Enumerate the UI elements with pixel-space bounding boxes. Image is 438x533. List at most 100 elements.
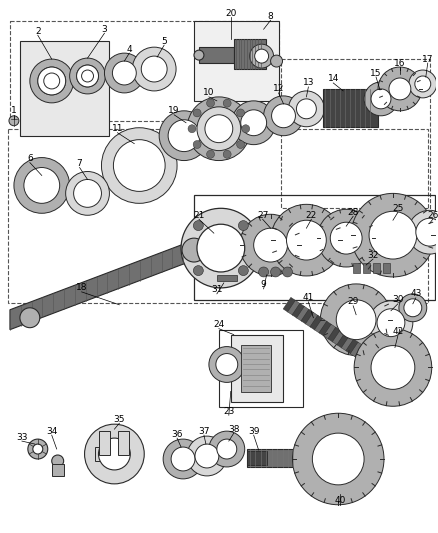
Text: 40: 40: [335, 496, 346, 505]
Circle shape: [354, 329, 432, 406]
Bar: [319, 321, 332, 336]
Text: 12: 12: [273, 84, 284, 93]
Circle shape: [318, 209, 375, 267]
Circle shape: [377, 309, 405, 337]
Circle shape: [207, 150, 215, 158]
Text: 22: 22: [306, 211, 317, 220]
Circle shape: [44, 73, 60, 89]
Circle shape: [197, 224, 245, 272]
Bar: [297, 306, 309, 321]
Circle shape: [369, 301, 413, 345]
Circle shape: [194, 50, 204, 60]
Circle shape: [52, 455, 64, 467]
Bar: [341, 336, 354, 351]
Circle shape: [104, 53, 144, 93]
Bar: [52, 464, 64, 476]
Circle shape: [378, 67, 422, 111]
Circle shape: [24, 167, 60, 203]
Text: 27: 27: [257, 211, 268, 220]
Text: 41: 41: [303, 293, 314, 302]
Text: 42: 42: [392, 327, 403, 336]
Circle shape: [113, 61, 136, 85]
Text: 3: 3: [102, 25, 107, 34]
Bar: [346, 339, 358, 354]
Circle shape: [232, 101, 276, 144]
Circle shape: [283, 267, 293, 277]
Text: 17: 17: [422, 54, 434, 63]
Bar: [231, 335, 283, 402]
Circle shape: [409, 70, 437, 98]
Circle shape: [330, 222, 362, 254]
Circle shape: [286, 220, 326, 260]
Circle shape: [113, 140, 165, 191]
Circle shape: [351, 193, 435, 277]
Text: 1: 1: [11, 106, 17, 115]
Text: 34: 34: [46, 426, 57, 435]
Bar: [217, 275, 237, 281]
Circle shape: [102, 128, 177, 203]
Text: 25: 25: [392, 204, 403, 213]
Circle shape: [216, 353, 238, 375]
Bar: [118, 431, 129, 455]
Circle shape: [38, 67, 66, 95]
Circle shape: [20, 308, 40, 328]
Circle shape: [207, 99, 215, 107]
Circle shape: [14, 158, 70, 213]
Circle shape: [242, 125, 250, 133]
Circle shape: [297, 99, 316, 119]
Circle shape: [223, 150, 231, 158]
Text: 11: 11: [112, 124, 123, 133]
Bar: [306, 312, 318, 327]
Text: 30: 30: [392, 295, 404, 304]
Bar: [247, 449, 301, 467]
Circle shape: [369, 211, 417, 259]
Circle shape: [159, 111, 209, 160]
Circle shape: [77, 65, 99, 87]
Text: 43: 43: [410, 289, 421, 298]
Text: 28: 28: [347, 208, 359, 217]
Text: 26: 26: [427, 211, 438, 220]
Circle shape: [271, 55, 283, 67]
Circle shape: [209, 346, 245, 382]
Circle shape: [66, 172, 110, 215]
Text: 35: 35: [113, 415, 125, 424]
Bar: [323, 324, 336, 339]
Text: 21: 21: [193, 211, 205, 220]
Circle shape: [237, 141, 244, 149]
Circle shape: [70, 58, 106, 94]
Text: 8: 8: [268, 12, 273, 21]
Circle shape: [9, 116, 19, 126]
Bar: [247, 451, 267, 465]
Circle shape: [254, 228, 287, 262]
Circle shape: [182, 238, 206, 262]
Circle shape: [238, 265, 248, 276]
Circle shape: [193, 221, 203, 231]
Bar: [355, 345, 367, 360]
Circle shape: [259, 267, 268, 277]
Circle shape: [209, 431, 245, 467]
Text: 23: 23: [223, 407, 234, 416]
Text: 20: 20: [225, 9, 237, 18]
Circle shape: [85, 424, 144, 484]
Bar: [328, 327, 341, 342]
Circle shape: [223, 99, 231, 107]
Text: 32: 32: [367, 251, 379, 260]
Circle shape: [289, 91, 324, 127]
Text: 18: 18: [76, 284, 87, 293]
Circle shape: [389, 78, 411, 100]
Text: 37: 37: [198, 426, 210, 435]
Circle shape: [99, 438, 131, 470]
Bar: [99, 431, 110, 455]
Bar: [288, 300, 300, 315]
Text: 16: 16: [394, 59, 406, 68]
Bar: [350, 342, 363, 357]
Circle shape: [30, 59, 74, 103]
Bar: [323, 89, 378, 127]
Circle shape: [197, 107, 241, 151]
Bar: [368, 354, 381, 369]
Circle shape: [187, 436, 227, 476]
Circle shape: [237, 109, 244, 117]
Circle shape: [264, 96, 304, 136]
Bar: [359, 348, 372, 363]
Circle shape: [254, 49, 268, 63]
